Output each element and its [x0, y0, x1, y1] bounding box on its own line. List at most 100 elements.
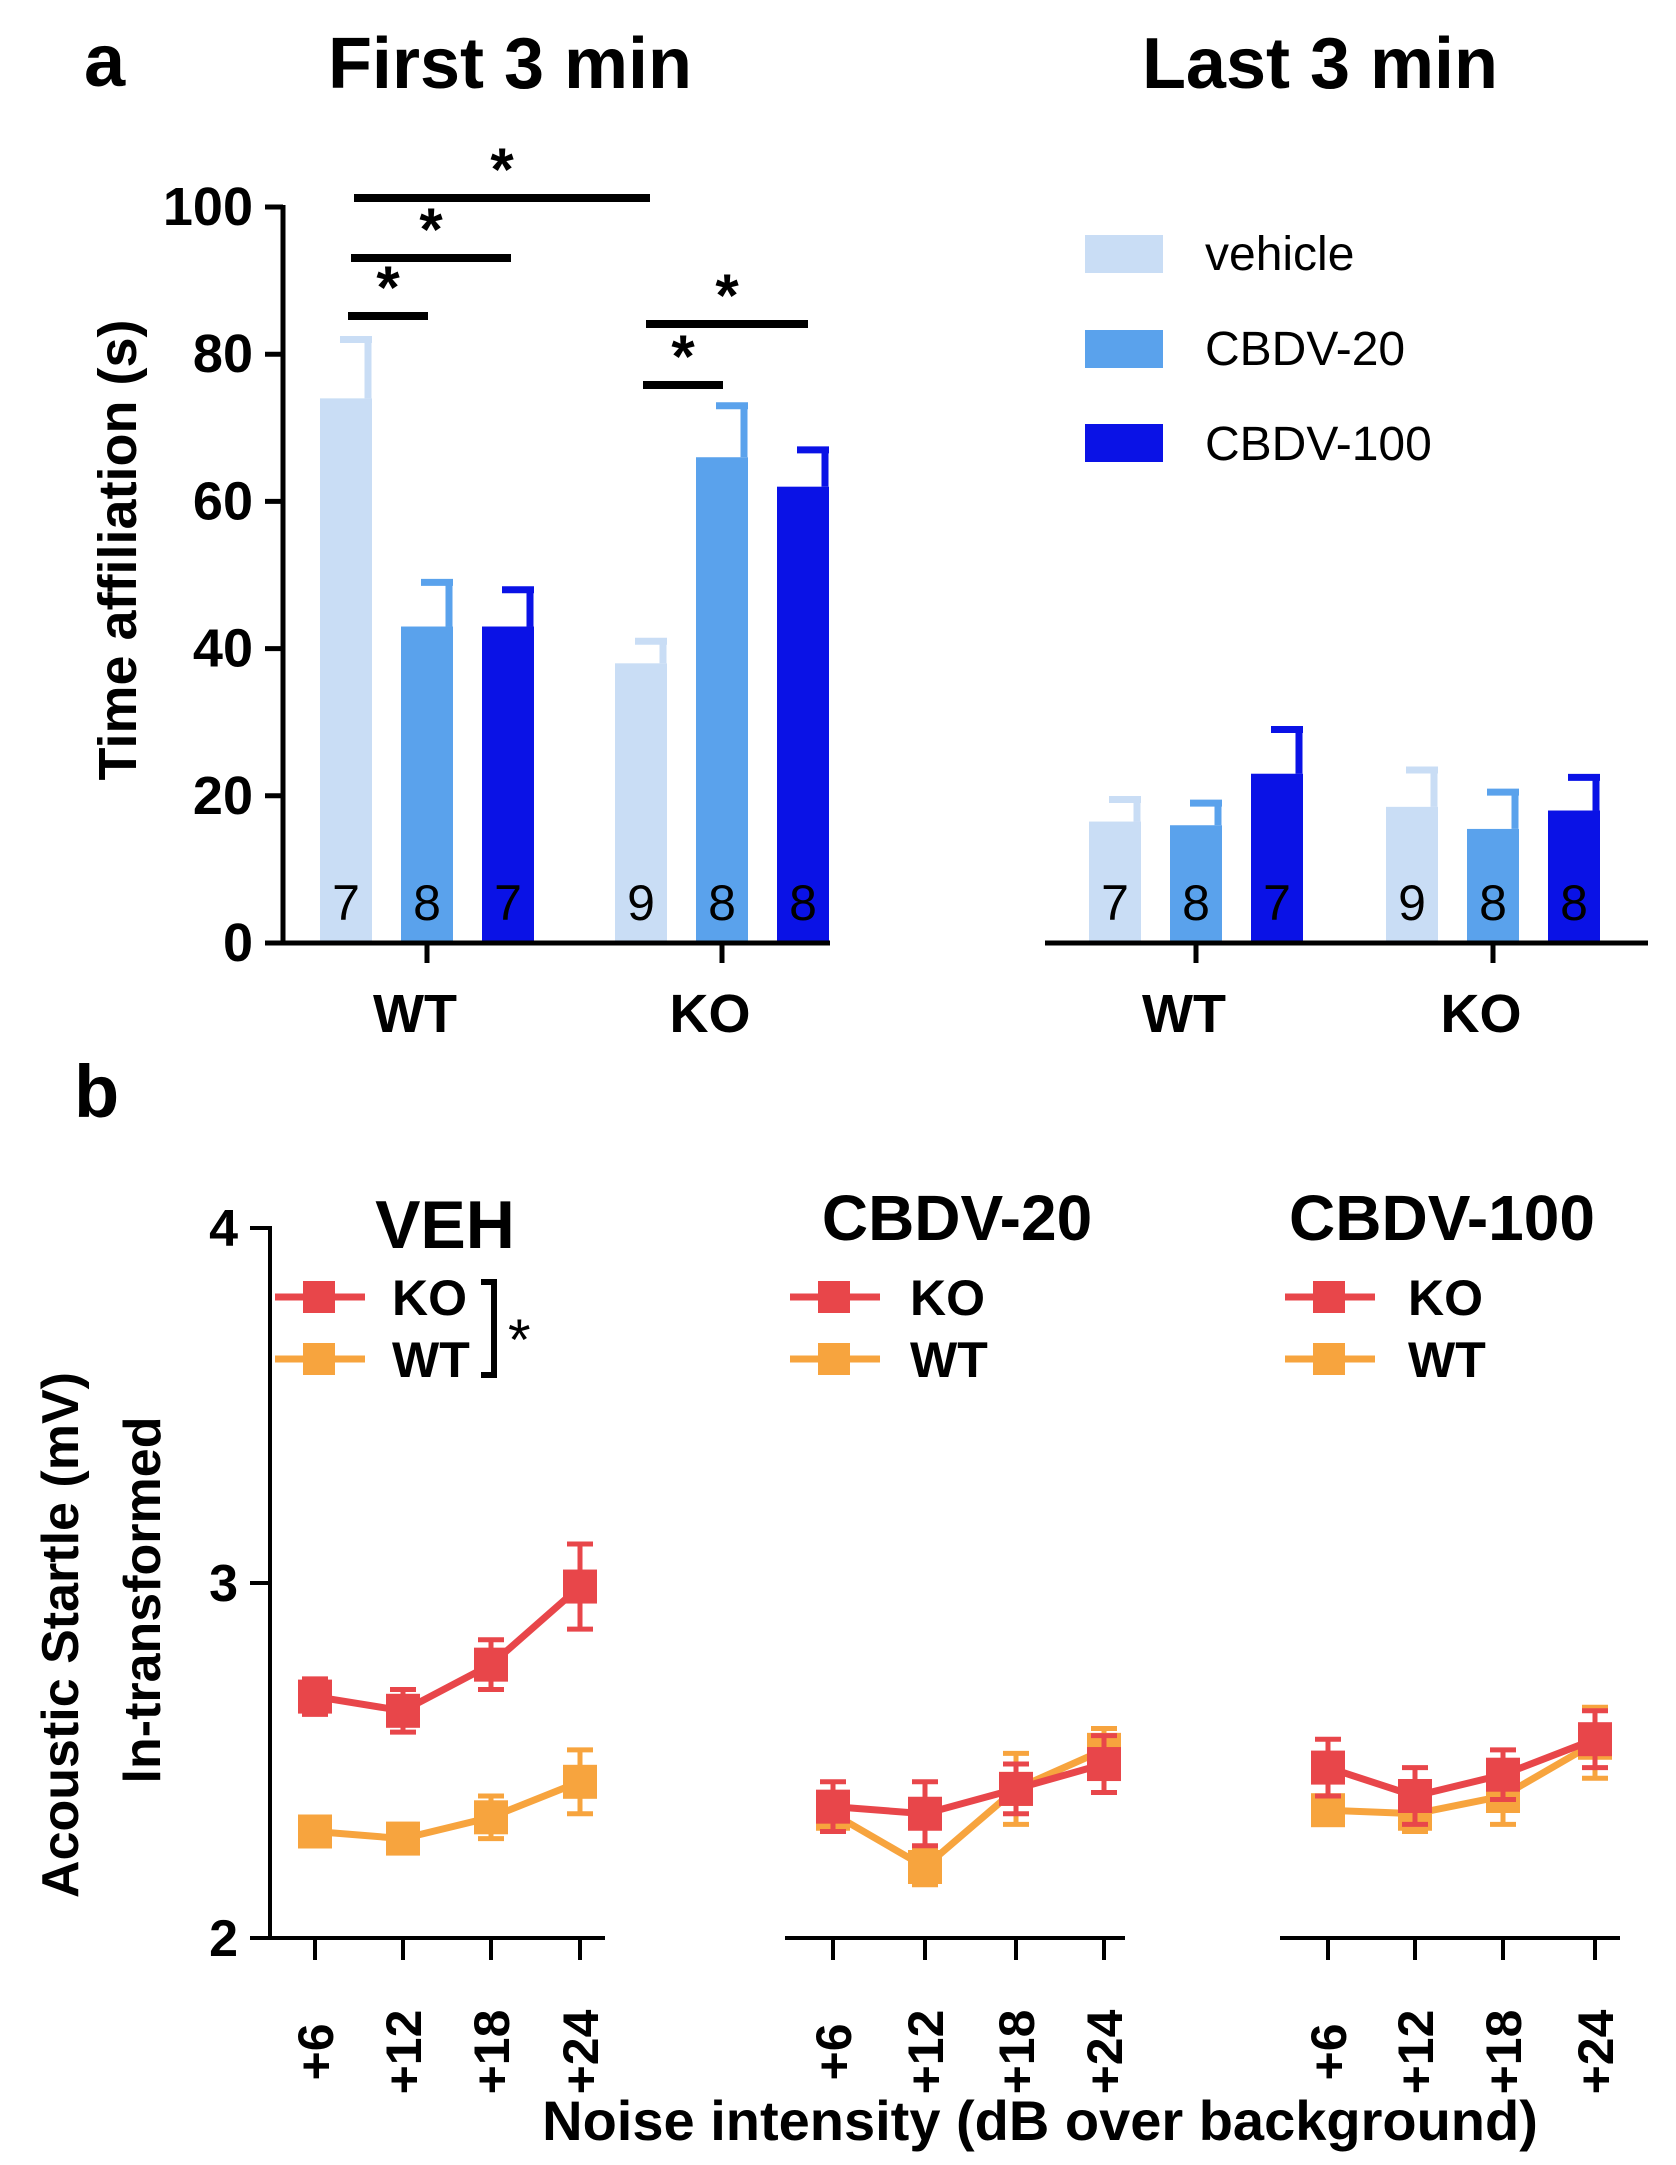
- bar-cbdv-100-ko: [1548, 810, 1600, 943]
- panel-a-title-first: First 3 min: [328, 24, 692, 104]
- significance-star: *: [490, 136, 514, 203]
- x-tick-label-plus6: +6: [288, 2023, 344, 2080]
- significance-star: *: [508, 1308, 531, 1373]
- series-line-wt: [314, 1778, 582, 1843]
- data-point-wt-plus18: [474, 1800, 508, 1835]
- legend-swatch-cbdv20: [1085, 330, 1163, 368]
- n-label-cbdv-100-ko: 8: [789, 875, 817, 931]
- data-point-ko-plus18: [474, 1647, 508, 1682]
- y-tick-label: 80: [193, 324, 253, 384]
- panel-b-title-cbdv20: CBDV-20: [822, 1182, 1092, 1254]
- n-label-cbdv-100-ko: 8: [1560, 875, 1588, 931]
- series-line-ko: [1326, 1735, 1597, 1800]
- n-label-vehicle-ko: 9: [627, 875, 655, 931]
- legend-label-cbdv100: CBDV-100: [1205, 418, 1432, 471]
- panel-b-title-cbdv100: CBDV-100: [1289, 1182, 1595, 1254]
- series-line-wt: [831, 1746, 1106, 1872]
- significance-star: *: [376, 254, 400, 321]
- x-tick-label-wt: WT: [1142, 984, 1226, 1044]
- n-label-cbdv-100-wt: 7: [494, 875, 522, 931]
- legend-label-ko: KO: [1408, 1270, 1483, 1326]
- x-tick-label-plus18: +18: [989, 2010, 1045, 2095]
- data-point-ko-plus6: [1311, 1750, 1345, 1785]
- panel-label-b: b: [74, 1050, 119, 1133]
- y-tick-label: 20: [193, 766, 253, 826]
- data-point-wt-plus6: [1311, 1793, 1345, 1828]
- data-point-ko-plus24: [563, 1569, 597, 1604]
- data-point-ko-plus18: [999, 1771, 1033, 1806]
- legend-swatch-cbdv100: [1085, 424, 1163, 462]
- data-point-ko-plus12: [386, 1693, 420, 1728]
- x-tick-label-plus24: +24: [553, 2009, 609, 2094]
- bar-cbdv-100-wt: [482, 626, 534, 943]
- significance-star: *: [715, 262, 739, 329]
- bar-vehicle-ko: [615, 663, 667, 943]
- x-tick-label-plus6: +6: [806, 2023, 862, 2080]
- y-tick-label: 0: [223, 913, 253, 973]
- legend-label-cbdv20: CBDV-20: [1205, 323, 1405, 376]
- n-label-cbdv-20-ko: 8: [708, 875, 736, 931]
- legend-label-wt: WT: [392, 1332, 470, 1388]
- n-label-vehicle-wt: 7: [1101, 875, 1129, 931]
- n-label-cbdv-100-wt: 7: [1263, 875, 1291, 931]
- bar-vehicle-wt: [1089, 821, 1141, 943]
- x-tick-label-plus12: +12: [1388, 2010, 1444, 2095]
- data-point-ko-plus6: [298, 1679, 332, 1714]
- n-label-cbdv-20-ko: 8: [1479, 875, 1507, 931]
- y-tick-label: 4: [209, 1200, 238, 1258]
- y-tick-label: 40: [193, 619, 253, 679]
- legend-bars: vehicle CBDV-20 CBDV-100: [1085, 228, 1432, 471]
- x-tick-label-wt: WT: [373, 984, 457, 1044]
- bar-cbdv-100-wt: [1251, 773, 1303, 943]
- x-tick-label-plus6: +6: [1301, 2023, 1357, 2080]
- data-point-wt-plus6: [298, 1814, 332, 1849]
- x-tick-label-plus18: +18: [1476, 2010, 1532, 2095]
- legend-swatch-vehicle: [1085, 235, 1163, 273]
- panel-b-x-axis-label: Noise intensity (dB over background): [542, 2089, 1538, 2152]
- x-tick-label-ko: KO: [670, 984, 751, 1044]
- legend-marker-ko: [303, 1281, 335, 1313]
- bar-cbdv-20-ko: [1467, 828, 1519, 943]
- x-tick-label-plus12: +12: [376, 2010, 432, 2095]
- y-tick-label: 3: [209, 1555, 238, 1613]
- significance-bracket: [481, 1279, 497, 1378]
- n-label-cbdv-20-wt: 8: [413, 875, 441, 931]
- significance-star: *: [419, 196, 443, 263]
- data-point-ko-plus6: [816, 1789, 850, 1824]
- series-line-ko: [314, 1583, 583, 1715]
- y-tick-label: 100: [163, 177, 253, 237]
- bar-cbdv-20-wt: [1170, 825, 1222, 943]
- chart-b-cbdv-100: +6 +12 +18 +24 KO WT: [1280, 1270, 1624, 2094]
- data-point-wt-plus12: [908, 1850, 942, 1884]
- x-tick-label-ko: KO: [1441, 984, 1522, 1044]
- panel-label-a: a: [84, 19, 126, 102]
- x-tick-label-plus24: +24: [1077, 2009, 1133, 2094]
- significance-star: *: [671, 323, 695, 390]
- n-label-cbdv-20-wt: 8: [1182, 875, 1210, 931]
- chart-b-cbdv-20: +6 +12 +18 +24 KO WT: [785, 1270, 1133, 2094]
- legend-label-wt: WT: [1408, 1332, 1486, 1388]
- data-point-ko-plus12: [1398, 1779, 1432, 1813]
- legend-label-vehicle: vehicle: [1205, 228, 1354, 281]
- panel-a-title-last: Last 3 min: [1142, 24, 1498, 104]
- data-point-ko-plus24: [1578, 1722, 1612, 1757]
- x-tick-label-plus12: +12: [898, 2010, 954, 2095]
- bar-vehicle-ko: [1386, 806, 1438, 943]
- data-point-wt-plus12: [386, 1821, 420, 1856]
- panel-b-y-axis-label-line2: ln-transformed: [114, 1417, 172, 1784]
- panel-a-y-axis-label: Time affiliation (s): [88, 319, 148, 780]
- legend-label-wt: WT: [910, 1332, 988, 1388]
- legend-marker-wt: [818, 1343, 850, 1375]
- chart-a-last-3-min: 7 98 87 8WT KO: [1045, 726, 1648, 1044]
- n-label-vehicle-ko: 9: [1398, 875, 1426, 931]
- series-line-wt: [1327, 1739, 1597, 1818]
- bar-cbdv-20-wt: [401, 626, 453, 943]
- legend-marker-ko: [1313, 1281, 1345, 1313]
- series-line-ko: [832, 1760, 1105, 1818]
- y-tick-label: 2: [209, 1910, 238, 1968]
- legend-label-ko: KO: [910, 1270, 985, 1326]
- chart-b-veh: +6 +12 +18 +24 2 3 4 KO WT *: [209, 1200, 609, 2094]
- x-tick-label-plus18: +18: [464, 2010, 520, 2095]
